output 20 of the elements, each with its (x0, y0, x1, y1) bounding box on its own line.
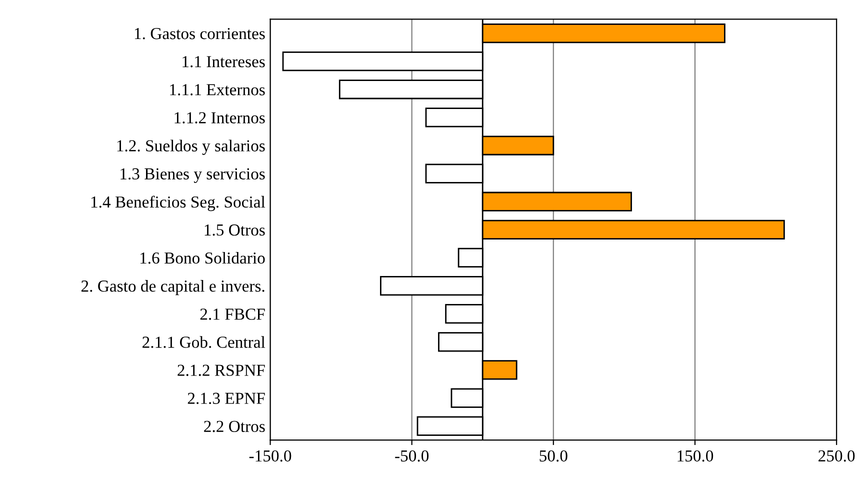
y-tick-label: 2.1.3 EPNF (188, 392, 265, 404)
x-tick-label: -150.0 (249, 450, 292, 462)
y-tick-label: 1.1.1 Externos (170, 84, 265, 96)
y-tick-label: 2. Gasto de capital e invers. (81, 280, 264, 296)
y-tick-label: 1.6 Bono Solidario (140, 252, 265, 264)
x-tick-label: -50.0 (395, 450, 429, 462)
y-tick-label: 1. Gastos corrientes (134, 28, 265, 40)
y-tick-label: 2.1.1 Gob. Central (142, 336, 266, 348)
y-tick-label: 2.2 Otros (204, 420, 265, 432)
y-tick-label: 1.5 Otros (204, 224, 265, 236)
y-tick-label: 2.1.2 RSPNF (178, 364, 265, 376)
y-tick-label: 1.4 Beneficios Seg. Social (91, 196, 266, 212)
x-tick-label: 50.0 (540, 450, 568, 462)
y-tick-label: 1.2. Sueldos y salarios (117, 140, 265, 155)
y-tick-label: 1.1.2 Internos (174, 112, 265, 124)
x-tick-label: 250.0 (818, 450, 855, 462)
x-tick-label: 150.0 (678, 450, 714, 462)
y-tick-label: 2.1 FBCF (200, 308, 265, 320)
y-tick-label: 1.1 Intereses (182, 56, 265, 68)
y-tick-label: 1.3 Bienes y servicios (120, 168, 265, 183)
